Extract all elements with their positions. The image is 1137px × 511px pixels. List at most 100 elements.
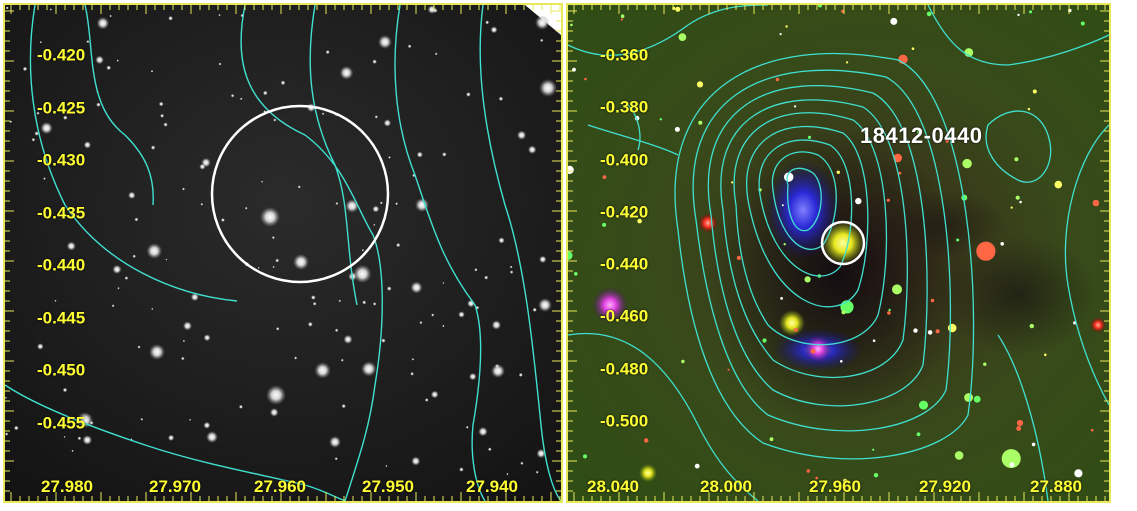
star xyxy=(694,463,700,469)
star xyxy=(190,293,199,302)
star xyxy=(794,105,797,108)
star xyxy=(846,61,849,64)
star xyxy=(334,457,338,461)
star xyxy=(1019,200,1022,204)
yellow-source xyxy=(821,221,865,265)
star xyxy=(373,223,376,226)
star xyxy=(158,101,164,107)
star xyxy=(644,438,649,443)
star xyxy=(218,13,221,17)
star xyxy=(583,454,587,459)
star xyxy=(297,185,301,189)
star xyxy=(1029,323,1034,329)
right-contour-14 xyxy=(985,110,1052,183)
star xyxy=(362,300,367,305)
star xyxy=(410,371,414,376)
star xyxy=(149,344,165,360)
right-contour-3 xyxy=(758,139,853,277)
star xyxy=(1001,449,1021,469)
star xyxy=(498,96,504,102)
star xyxy=(954,451,964,460)
star xyxy=(518,372,523,377)
left-y-tick-label: -0.450 xyxy=(37,360,86,380)
star xyxy=(150,70,154,73)
star xyxy=(855,197,862,205)
star xyxy=(914,138,917,142)
star xyxy=(340,358,344,362)
star xyxy=(63,115,68,120)
star xyxy=(381,338,386,343)
star xyxy=(132,254,136,259)
star xyxy=(568,251,573,260)
star xyxy=(293,254,309,270)
star xyxy=(411,456,421,466)
left-y-tick-label: -0.430 xyxy=(37,150,86,170)
star xyxy=(442,282,445,284)
left-contours xyxy=(5,5,561,501)
star xyxy=(736,255,741,260)
star xyxy=(140,417,144,421)
star xyxy=(165,258,168,261)
star xyxy=(238,404,243,409)
left-y-tick-label: -0.435 xyxy=(37,203,86,223)
star xyxy=(112,264,122,274)
star xyxy=(82,435,93,445)
left-contour-7 xyxy=(5,384,346,501)
right-y-tick-label: -0.360 xyxy=(600,45,649,65)
star xyxy=(1044,353,1047,357)
star xyxy=(584,77,587,81)
star xyxy=(727,368,730,371)
star xyxy=(182,187,185,191)
star xyxy=(280,80,286,86)
star xyxy=(898,171,902,175)
right-contour-6 xyxy=(720,99,908,379)
star xyxy=(266,385,286,405)
star xyxy=(887,311,891,315)
left-y-tick-label: -0.440 xyxy=(37,255,86,275)
left-tick-marks xyxy=(5,5,561,501)
star xyxy=(1000,242,1004,246)
star xyxy=(620,14,625,18)
star xyxy=(37,343,44,350)
star xyxy=(200,202,204,206)
star xyxy=(956,238,960,242)
left-x-tick-label: 27.980 xyxy=(41,477,93,496)
star xyxy=(1074,469,1083,478)
star xyxy=(431,313,435,317)
star xyxy=(973,395,981,403)
right-contour-4 xyxy=(746,125,869,308)
right-y-tick-label: -0.400 xyxy=(600,150,649,170)
star xyxy=(913,328,918,333)
magenta-source xyxy=(592,287,628,323)
right-x-tick-label: 28.000 xyxy=(700,477,752,496)
star xyxy=(602,222,607,227)
star xyxy=(374,115,378,119)
star xyxy=(407,44,412,49)
star xyxy=(106,65,112,71)
star xyxy=(459,467,464,472)
star xyxy=(976,241,996,261)
star xyxy=(111,304,115,308)
star xyxy=(458,311,465,318)
star xyxy=(49,8,52,11)
star xyxy=(128,191,136,200)
star xyxy=(36,111,40,115)
left-contour-1 xyxy=(29,5,238,302)
star xyxy=(574,272,578,276)
star xyxy=(731,181,734,184)
star xyxy=(520,461,524,465)
star xyxy=(1029,10,1033,14)
star xyxy=(841,310,846,315)
star xyxy=(345,199,359,213)
star xyxy=(1014,157,1019,162)
star xyxy=(1027,107,1031,111)
left-contour-4 xyxy=(309,5,358,306)
star xyxy=(307,321,313,327)
star xyxy=(1016,419,1024,427)
star xyxy=(167,434,175,441)
star xyxy=(1017,13,1020,17)
left-y-tick-label: -0.420 xyxy=(37,45,86,65)
star xyxy=(769,437,774,442)
right-contour-5 xyxy=(733,112,888,346)
star xyxy=(338,299,342,303)
